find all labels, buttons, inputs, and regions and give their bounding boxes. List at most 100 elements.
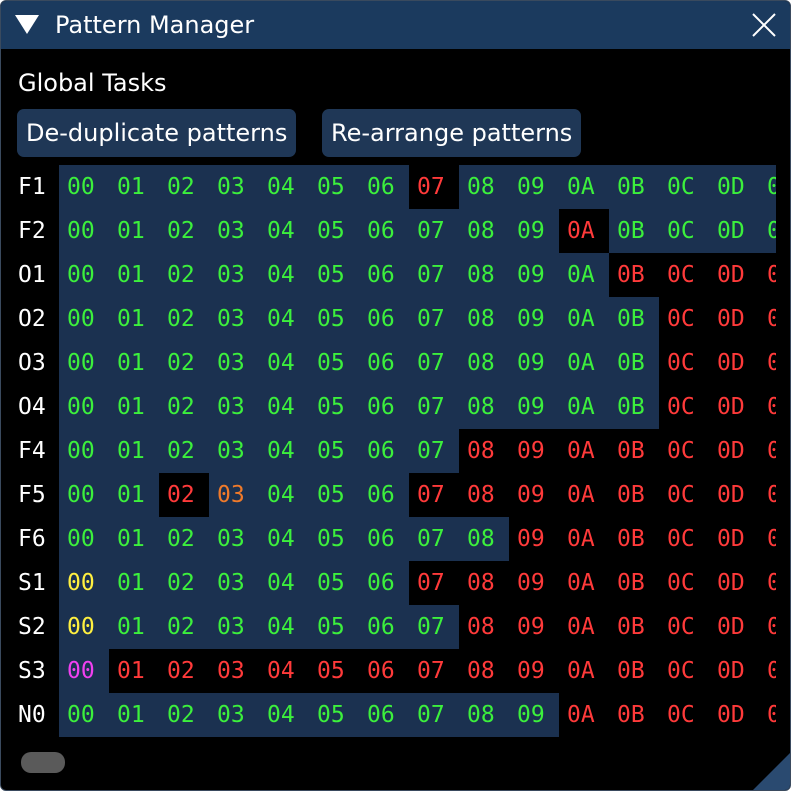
pattern-cell: 08 (459, 341, 509, 385)
pattern-cell: 0E (759, 253, 776, 297)
pattern-cell: 0A (559, 649, 609, 693)
pattern-cell: 08 (459, 165, 509, 209)
pattern-cell: 05 (309, 209, 359, 253)
pattern-cell: 0E (759, 165, 776, 209)
pattern-cell: 03 (209, 649, 259, 693)
pattern-cell: 09 (509, 517, 559, 561)
pattern-cell: 09 (509, 385, 559, 429)
pattern-cell: 0E (759, 385, 776, 429)
pattern-cell: 03 (209, 473, 259, 517)
pattern-cell: 0C (659, 605, 709, 649)
pattern-cell: 08 (459, 429, 509, 473)
pattern-cell: 08 (459, 253, 509, 297)
pattern-cell: 0D (709, 165, 759, 209)
pattern-cell: 0A (559, 473, 609, 517)
pattern-cell: 04 (259, 385, 309, 429)
resize-grip[interactable] (753, 753, 790, 790)
pattern-cell: 0C (659, 165, 709, 209)
pattern-cell: 07 (409, 429, 459, 473)
pattern-cell: 07 (409, 297, 459, 341)
pattern-cell: 0A (559, 209, 609, 253)
pattern-cell: 05 (309, 605, 359, 649)
pattern-cell: 01 (109, 693, 159, 737)
pattern-cell: 03 (209, 517, 259, 561)
pattern-cell: 0E (759, 473, 776, 517)
pattern-cell: 0D (709, 473, 759, 517)
button[interactable]: De-duplicate patterns (17, 109, 297, 157)
collapse-arrow[interactable] (15, 15, 39, 35)
row-label: S1 (18, 570, 46, 596)
pattern-cell: 0A (559, 165, 609, 209)
row-label: F4 (18, 438, 46, 464)
row-label: S3 (18, 658, 46, 684)
pattern-cell: 04 (259, 429, 309, 473)
pattern-cell: 0B (609, 385, 659, 429)
pattern-cell: 03 (209, 209, 259, 253)
pattern-cell: 0E (759, 693, 776, 737)
pattern-cell: 0C (659, 341, 709, 385)
pattern-cell: 0D (709, 297, 759, 341)
pattern-cell: 01 (109, 297, 159, 341)
pattern-cell: 06 (359, 473, 409, 517)
pattern-cell: 0A (559, 297, 609, 341)
pattern-cell: 09 (509, 473, 559, 517)
pattern-cell: 09 (509, 605, 559, 649)
pattern-cell: 0E (759, 649, 776, 693)
pattern-cell: 00 (59, 209, 109, 253)
pattern-cell: 02 (159, 385, 209, 429)
pattern-cell: 03 (209, 561, 259, 605)
pattern-cell: 06 (359, 297, 409, 341)
pattern-cell: 06 (359, 561, 409, 605)
pattern-cell: 0C (659, 385, 709, 429)
pattern-cell: 08 (459, 605, 509, 649)
pattern-cell: 00 (59, 517, 109, 561)
pattern-cell: 08 (459, 473, 509, 517)
pattern-cell: 03 (209, 165, 259, 209)
pattern-cell: 07 (409, 693, 459, 737)
button[interactable]: Re-arrange patterns (322, 109, 582, 157)
pattern-cell: 02 (159, 561, 209, 605)
pattern-cell: 04 (259, 209, 309, 253)
pattern-cell: 07 (409, 649, 459, 693)
row-label: S2 (18, 614, 46, 640)
scrollbar[interactable] (21, 752, 65, 773)
pattern-cell: 0C (659, 253, 709, 297)
pattern-cell: 07 (409, 517, 459, 561)
pattern-cell: 04 (259, 693, 309, 737)
pattern-cell: 08 (459, 209, 509, 253)
pattern-cell: 00 (59, 561, 109, 605)
pattern-cell: 02 (159, 517, 209, 561)
pattern-cell: 0A (559, 561, 609, 605)
pattern-cell: 01 (109, 253, 159, 297)
pattern-cell: 04 (259, 165, 309, 209)
pattern-cell: 06 (359, 693, 409, 737)
pattern-cell: 05 (309, 693, 359, 737)
pattern-cell: 05 (309, 297, 359, 341)
pattern-cell: 07 (409, 561, 459, 605)
pattern-cell: 09 (509, 693, 559, 737)
pattern-cell: 0A (559, 429, 609, 473)
pattern-cell: 02 (159, 297, 209, 341)
pattern-cell: 07 (409, 473, 459, 517)
pattern-cell: 07 (409, 253, 459, 297)
pattern-cell: 00 (59, 473, 109, 517)
row-label: F6 (18, 526, 46, 552)
pattern-cell: 05 (309, 165, 359, 209)
pattern-cell: 02 (159, 649, 209, 693)
pattern-cell: 0D (709, 605, 759, 649)
row-label: O4 (18, 394, 46, 420)
pattern-cell: 04 (259, 605, 309, 649)
window-title: Pattern Manager (55, 11, 255, 39)
pattern-cell: 08 (459, 385, 509, 429)
pattern-cell: 05 (309, 341, 359, 385)
pattern-cell: 06 (359, 253, 409, 297)
pattern-cell: 08 (459, 297, 509, 341)
pattern-cell: 07 (409, 385, 459, 429)
pattern-grid: F1000102030405060708090A0B0C0D0EF2000102… (1, 165, 776, 739)
close-button[interactable] (751, 12, 777, 38)
pattern-cell: 01 (109, 561, 159, 605)
pattern-cell: 06 (359, 341, 409, 385)
pattern-cell: 06 (359, 429, 409, 473)
pattern-cell: 03 (209, 605, 259, 649)
